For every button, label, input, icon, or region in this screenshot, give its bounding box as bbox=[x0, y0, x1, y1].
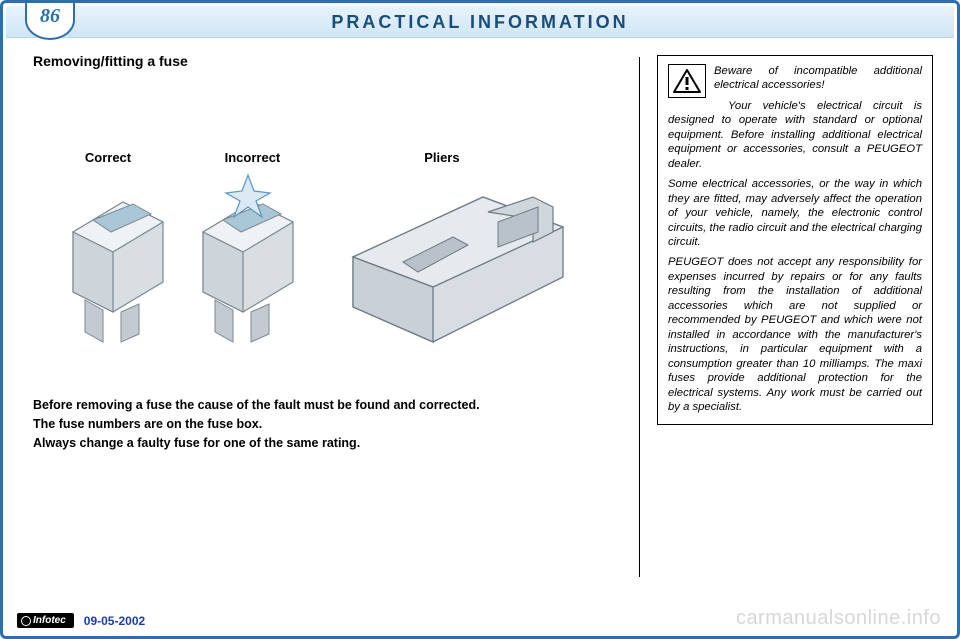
fuse-correct-icon bbox=[73, 202, 163, 342]
label-correct: Correct bbox=[33, 150, 183, 165]
fuse-illustration-svg bbox=[33, 167, 593, 367]
fuse-incorrect-icon bbox=[203, 175, 293, 342]
warning-box: Beware of incompatible additional electr… bbox=[657, 55, 933, 425]
pliers-icon bbox=[353, 197, 563, 342]
page-number: 86 bbox=[40, 5, 60, 27]
column-divider bbox=[639, 57, 640, 577]
header-bar: PRACTICAL INFORMATION bbox=[6, 6, 954, 38]
illustration bbox=[33, 167, 593, 367]
warning-p1: Beware of incompatible additional electr… bbox=[668, 64, 922, 93]
warning-p2: Your vehicle's electrical circuit is des… bbox=[668, 99, 922, 171]
warning-p3: Some electrical accessories, or the way … bbox=[668, 177, 922, 249]
warning-p4: PEUGEOT does not accept any responsibili… bbox=[668, 255, 922, 414]
watermark: carmanualsonline.info bbox=[736, 607, 941, 630]
warning-icon bbox=[668, 64, 706, 98]
right-column: Beware of incompatible additional electr… bbox=[657, 55, 933, 425]
content-area: Removing/fitting a fuse Correct Incorrec… bbox=[21, 47, 939, 596]
body-line-1: Before removing a fuse the cause of the … bbox=[33, 397, 593, 414]
infotec-badge: Infotec bbox=[17, 613, 74, 628]
label-pliers: Pliers bbox=[322, 150, 562, 165]
body-line-2: The fuse numbers are on the fuse box. bbox=[33, 416, 593, 433]
body-line-3: Always change a faulty fuse for one of t… bbox=[33, 435, 593, 452]
left-column: Removing/fitting a fuse Correct Incorrec… bbox=[21, 47, 621, 596]
footer-date: 09-05-2002 bbox=[84, 614, 145, 628]
page-number-badge: 86 bbox=[25, 0, 75, 40]
body-text: Before removing a fuse the cause of the … bbox=[33, 397, 593, 454]
footer: Infotec 09-05-2002 bbox=[17, 613, 145, 628]
section-title: Removing/fitting a fuse bbox=[33, 53, 621, 69]
illustration-labels: Correct Incorrect Pliers bbox=[33, 149, 593, 167]
page-container: PRACTICAL INFORMATION 86 Removing/fittin… bbox=[0, 0, 960, 639]
label-incorrect: Incorrect bbox=[187, 150, 317, 165]
header-title: PRACTICAL INFORMATION bbox=[331, 12, 628, 32]
